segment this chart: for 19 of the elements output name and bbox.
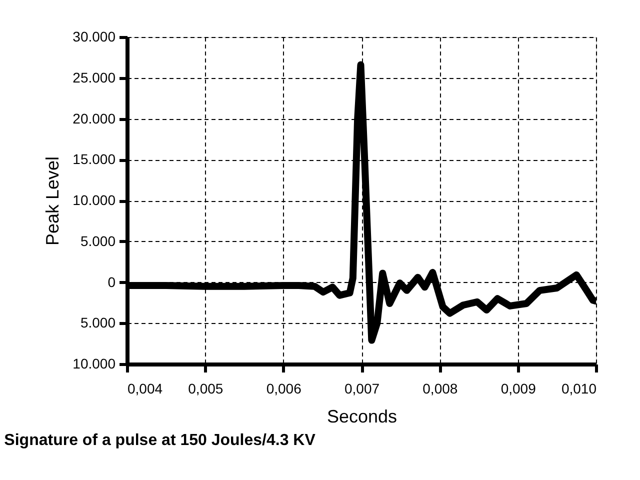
x-tick-label: 0,005 [188, 380, 224, 396]
x-tick-label: 0,007 [344, 380, 380, 396]
y-tick-label: 5.000 [80, 232, 116, 249]
text: Signature of a pulse at 150 Joules/4.3 KV [4, 432, 316, 449]
y-axis-title: Peak Level [42, 156, 63, 246]
x-tick-label: 0,006 [266, 380, 302, 396]
x-tick-label: 0,008 [422, 380, 458, 396]
y-tick-label: 30.000 [72, 28, 116, 44]
x-tick-label: 0,010 [561, 380, 597, 396]
y-tick-label: 5.000 [80, 314, 116, 331]
y-tick-label: 20.000 [72, 110, 116, 126]
x-axis-title: Seconds [326, 406, 398, 426]
y-tick-label: 25.000 [72, 69, 116, 86]
y-tick-label: 10.000 [72, 356, 116, 372]
x-tick-label: 0,004 [128, 380, 163, 396]
y-tick-label: 15.000 [72, 151, 116, 168]
y-tick-label: 10.000 [72, 192, 116, 208]
y-tick-label: 0 [108, 274, 116, 290]
x-tick-label: 0,009 [500, 380, 536, 396]
